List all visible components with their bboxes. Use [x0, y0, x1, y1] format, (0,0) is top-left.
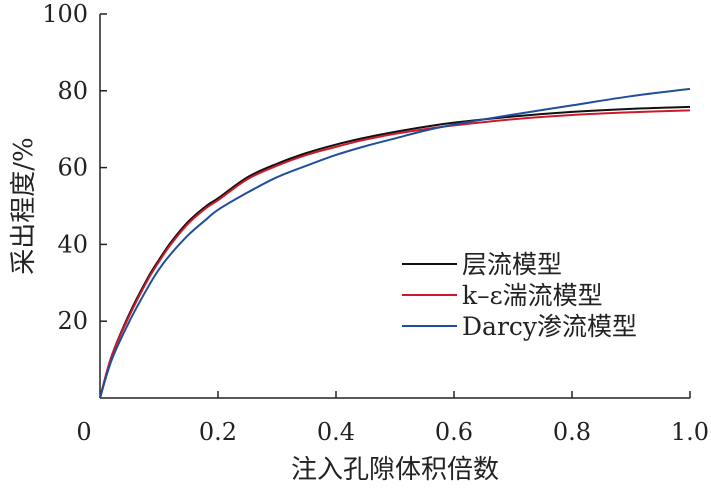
axes [99, 14, 690, 399]
x-tick-label: 0 [76, 418, 91, 446]
series-line-2 [99, 109, 691, 399]
series-line-1 [99, 105, 691, 399]
legend-label: k–ε湍流模型 [462, 281, 603, 310]
y-tick-label: 60 [57, 154, 88, 182]
x-axis-title: 注入孔隙体积倍数 [291, 455, 499, 485]
y-axis-title: 采出程度/% [9, 137, 39, 274]
series-line-3 [99, 87, 691, 399]
x-tick-label: 0.4 [317, 418, 355, 446]
x-tick-label: 1.0 [671, 418, 709, 446]
x-tick-label: 0.8 [553, 418, 591, 446]
x-tick-label: 0.6 [435, 418, 473, 446]
y-tick-label: 20 [57, 307, 88, 335]
y-tick-label: 40 [57, 230, 88, 258]
y-tick-label: 100 [42, 0, 88, 28]
y-tick-label: 80 [57, 77, 88, 105]
ticks: 20 40 60 80 100 0 0.2 0.4 0.6 0.8 1.0 [42, 0, 709, 446]
x-tick-label: 0.2 [199, 418, 237, 446]
legend-label: 层流模型 [462, 250, 562, 279]
series-lines [99, 87, 691, 399]
legend-label: Darcy渗流模型 [462, 312, 637, 341]
